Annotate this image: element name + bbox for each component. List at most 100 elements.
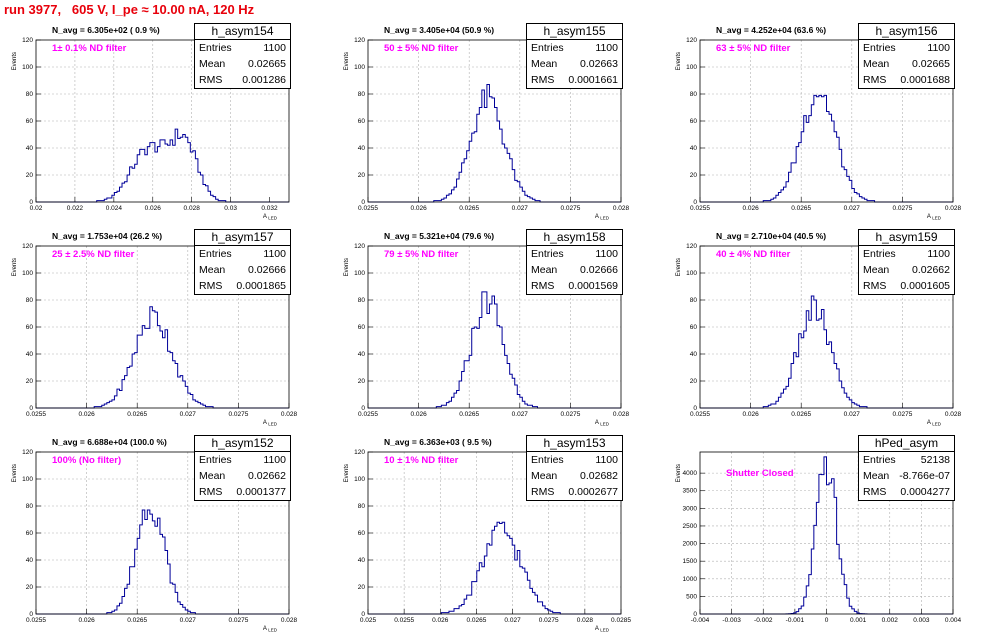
x-tick-label: 0.0275 xyxy=(892,205,912,212)
y-tick-label: 0 xyxy=(361,611,365,618)
x-tick-label: 0.0255 xyxy=(358,411,378,418)
stat-row-mean: Mean 0.02665 xyxy=(195,56,290,72)
stat-value: 0.0001569 xyxy=(568,280,618,292)
stat-value: 0.0001865 xyxy=(236,280,286,292)
y-tick-label: 2500 xyxy=(683,523,698,530)
stat-label: RMS xyxy=(199,280,223,292)
stat-row-mean: Mean 0.02662 xyxy=(195,468,290,484)
y-tick-label: 0 xyxy=(29,405,33,412)
stat-label: RMS xyxy=(863,74,887,86)
stat-label: Entries xyxy=(199,248,232,260)
navg-label: N_avg = 6.688e+04 (100.0 %) xyxy=(52,437,167,447)
stat-box: h_asym154 Entries 1100 Mean 0.02665 RMS 0.0012… xyxy=(194,23,291,89)
y-tick-label: 20 xyxy=(26,172,34,179)
stat-label: RMS xyxy=(531,74,555,86)
x-tick-label: 0.004 xyxy=(945,617,962,624)
x-tick-label: 0.026 xyxy=(145,205,162,212)
stat-label: RMS xyxy=(531,486,555,498)
plot-frame xyxy=(367,39,622,203)
stat-box: h_asym155 Entries 1100 Mean 0.02663 RMS 0.0001… xyxy=(526,23,623,89)
y-tick-label: 40 xyxy=(358,557,366,564)
x-tick-label: 0.028 xyxy=(945,205,962,212)
stat-value: 0.0001377 xyxy=(236,486,286,498)
x-tick-label: 0.022 xyxy=(67,205,84,212)
y-tick-label: 120 xyxy=(22,37,33,44)
filter-label: 63 ± 5% ND filter xyxy=(716,43,791,54)
histogram-svg: 0.0255 0.026 0.0265 0.027 0.0275 0.028 0 20 40 60… xyxy=(344,37,630,221)
y-tick-label: 3000 xyxy=(683,505,698,512)
y-tick-label: 120 xyxy=(354,449,365,456)
histogram-pad-h_asym157: 0.0255 0.026 0.0265 0.027 0.0275 0.028 0 20 40 60… xyxy=(0,226,332,431)
x-axis-label: A LED xyxy=(595,420,610,427)
stat-value: 1100 xyxy=(263,248,286,260)
stat-row-entries: Entries 1100 xyxy=(195,246,290,262)
x-axis-label: A LED xyxy=(263,626,278,633)
y-tick-label: 0 xyxy=(361,405,365,412)
stat-row-mean: Mean 0.02663 xyxy=(527,56,622,72)
stat-value: 0.02665 xyxy=(912,58,950,70)
x-tick-label: 0.0255 xyxy=(358,205,378,212)
x-tick-label: 0.0275 xyxy=(539,617,559,624)
y-tick-label: 100 xyxy=(354,476,365,483)
y-tick-label: 0 xyxy=(693,405,697,412)
plot-frame xyxy=(367,451,622,615)
histogram-pad-h_asym155: 0.0255 0.026 0.0265 0.027 0.0275 0.028 0 20 40 60… xyxy=(332,20,664,225)
stat-label: RMS xyxy=(199,74,223,86)
y-tick-label: 100 xyxy=(354,270,365,277)
histogram-line xyxy=(700,295,953,409)
stat-value: 1100 xyxy=(595,454,618,466)
x-tick-label: 0.0275 xyxy=(560,205,580,212)
y-tick-label: 500 xyxy=(686,593,697,600)
y-tick-label: 120 xyxy=(686,243,697,250)
x-tick-label: 0.027 xyxy=(844,411,861,418)
y-tick-label: 20 xyxy=(26,584,34,591)
histogram-pad-h_asym156: 0.0255 0.026 0.0265 0.027 0.0275 0.028 0 20 40 60… xyxy=(664,20,996,225)
stat-row-mean: Mean 0.02665 xyxy=(859,56,954,72)
histogram-svg: 0.025 0.0255 0.026 0.0265 0.027 0.0275 0.028 0.… xyxy=(344,449,631,633)
x-tick-label: 0.026 xyxy=(432,617,449,624)
y-tick-label: 80 xyxy=(26,297,34,304)
y-tick-label: 40 xyxy=(358,351,366,358)
stat-row-entries: Entries 1100 xyxy=(859,246,954,262)
x-tick-label: 0.0255 xyxy=(394,617,414,624)
y-tick-label: 4000 xyxy=(683,470,698,477)
x-tick-label: -0.003 xyxy=(722,617,741,624)
y-axis-label: Events xyxy=(676,258,682,276)
stat-value: 0.02665 xyxy=(248,58,286,70)
stat-row-entries: Entries 1100 xyxy=(195,452,290,468)
x-tick-label: 0.026 xyxy=(410,205,427,212)
x-axis-label: A LED xyxy=(927,420,942,427)
y-tick-label: 100 xyxy=(22,64,33,71)
histogram-pad-h_asym158: 0.0255 0.026 0.0265 0.027 0.0275 0.028 0 20 40 60… xyxy=(332,226,664,431)
stat-value: 0.0004277 xyxy=(900,486,950,498)
stat-box: hPed_asym Entries 52138 Mean -8.766e-07 RMS 0.… xyxy=(858,435,955,501)
y-tick-label: 80 xyxy=(26,91,34,98)
navg-label: N_avg = 3.405e+04 (50.9 %) xyxy=(384,25,495,35)
stat-row-rms: RMS 0.0001605 xyxy=(859,278,954,294)
plot-frame xyxy=(35,451,290,615)
stat-value: 1100 xyxy=(263,454,286,466)
x-tick-label: 0.024 xyxy=(106,205,123,212)
stat-row-rms: RMS 0.0001569 xyxy=(527,278,622,294)
stat-row-mean: Mean -8.766e-07 xyxy=(859,468,954,484)
x-tick-label: 0.026 xyxy=(78,617,95,624)
histogram-line xyxy=(368,84,621,203)
histogram-title: hPed_asym xyxy=(859,436,954,452)
stat-row-rms: RMS 0.0004277 xyxy=(859,484,954,500)
stat-value: 0.02666 xyxy=(580,264,618,276)
x-tick-label: 0.026 xyxy=(78,411,95,418)
stat-box: h_asym159 Entries 1100 Mean 0.02662 RMS 0.0001… xyxy=(858,229,955,295)
y-tick-label: 60 xyxy=(690,118,698,125)
stat-row-rms: RMS 0.0001688 xyxy=(859,72,954,88)
stat-row-rms: RMS 0.0001377 xyxy=(195,484,290,500)
stat-row-rms: RMS 0.0001661 xyxy=(527,72,622,88)
x-tick-label: 0.0275 xyxy=(560,411,580,418)
histogram-pad-h_asym154: 0.02 0.022 0.024 0.026 0.028 0.03 0.032 0 20 40 60… xyxy=(0,20,332,225)
plot-frame xyxy=(35,39,290,203)
plot-frame xyxy=(699,39,954,203)
stat-value: 0.02662 xyxy=(912,264,950,276)
stat-box: h_asym157 Entries 1100 Mean 0.02666 RMS 0.0001… xyxy=(194,229,291,295)
y-tick-label: 40 xyxy=(26,145,34,152)
y-tick-label: 40 xyxy=(26,351,34,358)
y-tick-label: 40 xyxy=(358,145,366,152)
